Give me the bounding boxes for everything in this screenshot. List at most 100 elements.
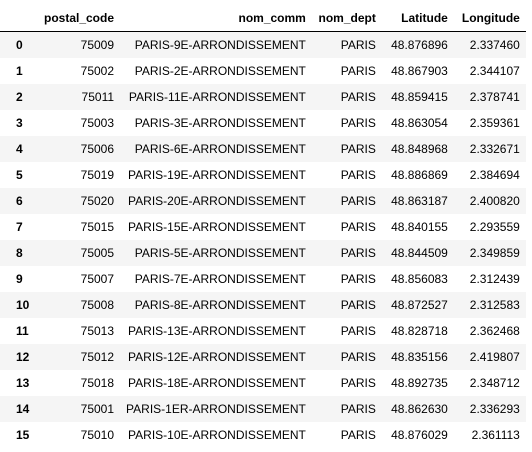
column-header-nom-comm: nom_comm	[120, 4, 312, 32]
cell-nom-comm: PARIS-12E-ARRONDISSEMENT	[128, 350, 306, 364]
cell-nom-dept: PARIS	[340, 402, 376, 416]
cell-nom-dept: PARIS	[340, 376, 376, 390]
table-row: 2 75011 PARIS-11E-ARRONDISSEMENT PARIS 48.85…	[0, 84, 526, 110]
table-row: 15 75010 PARIS-10E-ARRONDISSEMENT PARIS 48.8…	[0, 422, 526, 448]
cell-latitude: 48.886869	[391, 168, 448, 182]
column-header-postal-code: postal_code	[38, 4, 121, 32]
table-row: 5 75019 PARIS-19E-ARRONDISSEMENT PARIS 48.88…	[0, 162, 526, 188]
table-row: 4 75006 PARIS-6E-ARRONDISSEMENT PARIS 48.848…	[0, 136, 526, 162]
cell-nom-dept: PARIS	[340, 194, 376, 208]
cell-longitude: 2.348712	[469, 376, 520, 390]
row-index: 1	[16, 64, 23, 78]
table-header: postal_code nom_comm nom_dept Latitude L…	[0, 4, 526, 32]
cell-nom-comm: PARIS-1ER-ARRONDISSEMENT	[126, 402, 306, 416]
table-row: 1 75002 PARIS-2E-ARRONDISSEMENT PARIS 48.867…	[0, 58, 526, 84]
row-index: 0	[16, 38, 23, 52]
cell-nom-comm: PARIS-11E-ARRONDISSEMENT	[128, 90, 306, 104]
cell-latitude: 48.848968	[391, 142, 448, 156]
cell-postal-code: 75018	[80, 376, 115, 390]
table-row: 10 75008 PARIS-8E-ARRONDISSEMENT PARIS 48.87…	[0, 292, 526, 318]
cell-postal-code: 75013	[80, 324, 115, 338]
cell-latitude: 48.862630	[391, 402, 448, 416]
cell-postal-code: 75019	[80, 168, 115, 182]
cell-nom-dept: PARIS	[340, 272, 376, 286]
table-row: 12 75012 PARIS-12E-ARRONDISSEMENT PARIS 48.8…	[0, 344, 526, 370]
row-index: 7	[16, 220, 23, 234]
cell-nom-comm: PARIS-6E-ARRONDISSEMENT	[134, 142, 306, 156]
cell-postal-code: 75020	[80, 194, 115, 208]
table-row: 9 75007 PARIS-7E-ARRONDISSEMENT PARIS 48.856…	[0, 266, 526, 292]
cell-postal-code: 75009	[80, 38, 115, 52]
cell-latitude: 48.835156	[391, 350, 448, 364]
table-row: 11 75013 PARIS-13E-ARRONDISSEMENT PARIS 48.8…	[0, 318, 526, 344]
cell-nom-dept: PARIS	[340, 350, 376, 364]
cell-latitude: 48.867903	[391, 64, 448, 78]
cell-nom-dept: PARIS	[340, 90, 376, 104]
cell-longitude: 2.361113	[471, 428, 520, 442]
cell-nom-comm: PARIS-2E-ARRONDISSEMENT	[134, 64, 306, 78]
cell-longitude: 2.419807	[469, 350, 520, 364]
cell-nom-dept: PARIS	[340, 220, 376, 234]
cell-nom-dept: PARIS	[340, 246, 376, 260]
cell-postal-code: 75015	[80, 220, 115, 234]
table-row: 0 75009 PARIS-9E-ARRONDISSEMENT PARIS 48.876…	[0, 31, 526, 58]
row-index: 8	[16, 246, 23, 260]
cell-nom-dept: PARIS	[340, 142, 376, 156]
row-index: 9	[16, 272, 23, 286]
row-index: 5	[16, 168, 23, 182]
table-row: 8 75005 PARIS-5E-ARRONDISSEMENT PARIS 48.844…	[0, 240, 526, 266]
dataframe-table: postal_code nom_comm nom_dept Latitude L…	[0, 4, 526, 448]
table-row: 14 75001 PARIS-1ER-ARRONDISSEMENT PARIS 48.8…	[0, 396, 526, 422]
cell-longitude: 2.362468	[469, 324, 520, 338]
cell-nom-comm: PARIS-13E-ARRONDISSEMENT	[128, 324, 306, 338]
row-index: 2	[16, 90, 23, 104]
row-index: 13	[16, 376, 30, 390]
cell-longitude: 2.332671	[469, 142, 520, 156]
cell-nom-comm: PARIS-7E-ARRONDISSEMENT	[134, 272, 306, 286]
column-header-nom-dept: nom_dept	[311, 4, 382, 32]
cell-nom-dept: PARIS	[340, 38, 376, 52]
cell-postal-code: 75001	[80, 402, 115, 416]
cell-postal-code: 75008	[80, 298, 115, 312]
cell-nom-comm: PARIS-9E-ARRONDISSEMENT	[134, 38, 306, 52]
table-row: 7 75015 PARIS-15E-ARRONDISSEMENT PARIS 48.84…	[0, 214, 526, 240]
column-header-latitude: Latitude	[381, 4, 454, 32]
cell-postal-code: 75011	[81, 90, 115, 104]
cell-postal-code: 75012	[80, 350, 115, 364]
cell-nom-comm: PARIS-20E-ARRONDISSEMENT	[128, 194, 306, 208]
index-header	[0, 4, 38, 32]
cell-longitude: 2.337460	[469, 38, 520, 52]
cell-latitude: 48.876896	[391, 38, 448, 52]
cell-postal-code: 75005	[80, 246, 115, 260]
cell-postal-code: 75003	[80, 116, 115, 130]
cell-latitude: 48.872527	[391, 298, 448, 312]
row-index: 10	[16, 298, 30, 312]
table-row: 13 75018 PARIS-18E-ARRONDISSEMENT PARIS 48.8…	[0, 370, 526, 396]
cell-nom-dept: PARIS	[340, 428, 376, 442]
row-index: 12	[16, 350, 30, 364]
row-index: 6	[16, 194, 23, 208]
cell-longitude: 2.400820	[469, 194, 520, 208]
cell-nom-dept: PARIS	[340, 116, 376, 130]
table-row: 3 75003 PARIS-3E-ARRONDISSEMENT PARIS 48.863…	[0, 110, 526, 136]
cell-latitude: 48.844509	[391, 246, 448, 260]
table-body: 0 75009 PARIS-9E-ARRONDISSEMENT PARIS 48.876…	[0, 31, 526, 448]
cell-longitude: 2.378741	[469, 90, 520, 104]
cell-longitude: 2.312583	[469, 298, 520, 312]
cell-longitude: 2.312439	[469, 272, 520, 286]
row-index: 11	[16, 324, 29, 338]
cell-longitude: 2.384694	[469, 168, 520, 182]
cell-latitude: 48.859415	[391, 90, 448, 104]
cell-latitude: 48.892735	[391, 376, 448, 390]
cell-nom-dept: PARIS	[340, 324, 376, 338]
cell-latitude: 48.856083	[391, 272, 448, 286]
cell-nom-comm: PARIS-15E-ARRONDISSEMENT	[128, 220, 306, 234]
cell-nom-dept: PARIS	[340, 298, 376, 312]
header-row: postal_code nom_comm nom_dept Latitude L…	[0, 4, 526, 32]
row-index: 4	[16, 142, 23, 156]
cell-nom-dept: PARIS	[340, 64, 376, 78]
cell-postal-code: 75002	[80, 64, 115, 78]
cell-postal-code: 75007	[80, 272, 115, 286]
cell-longitude: 2.344107	[469, 64, 520, 78]
